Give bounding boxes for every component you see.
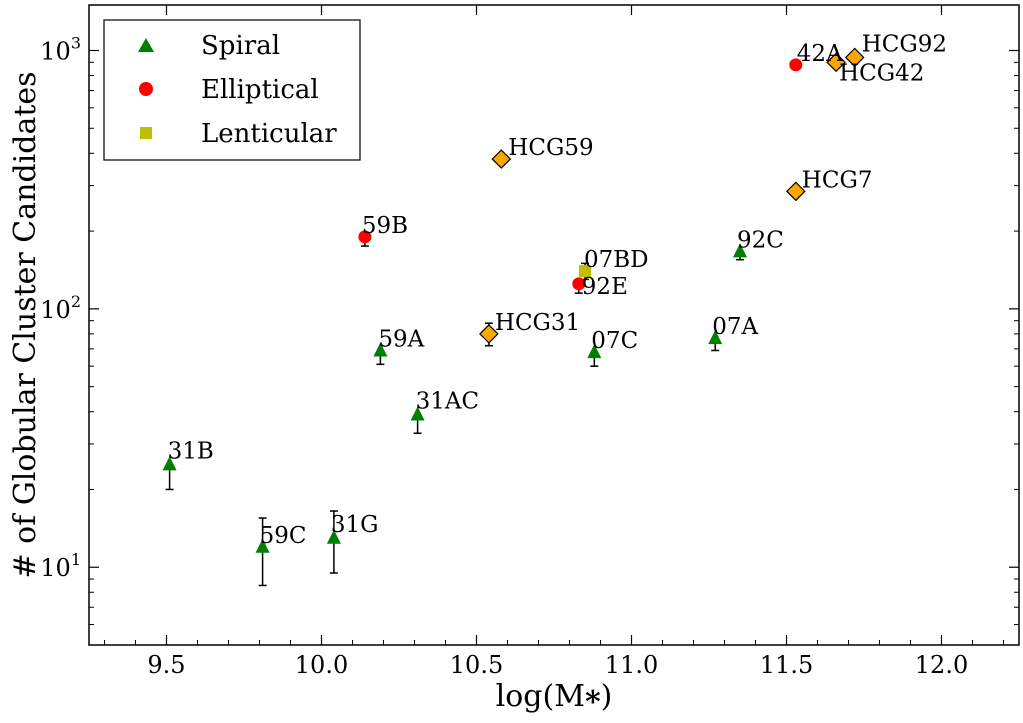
y-tick-label: 103 xyxy=(40,33,81,65)
x-axis-title: log(M*) xyxy=(496,679,613,720)
y-tick-label: 102 xyxy=(40,292,81,324)
plot-frame xyxy=(88,4,1020,646)
marker-07a xyxy=(708,330,723,345)
marker-07bd xyxy=(579,265,591,278)
point-label-hcg92: HCG92 xyxy=(862,31,947,57)
legend-label-lenticular: Lenticular xyxy=(201,119,337,149)
point-label-59a: 59A xyxy=(378,326,424,352)
x-axis-ticks: 9.5 10.0 10.5 11.0 11.5 12.0 xyxy=(104,5,1004,679)
x-tick-label: 11.0 xyxy=(605,651,658,679)
marker-hcg59 xyxy=(491,149,512,169)
legend-marker-spiral xyxy=(138,38,154,52)
marker-31ac xyxy=(410,406,425,421)
point-label-42a: 42A xyxy=(797,41,843,67)
marker-31g xyxy=(326,529,341,544)
point-label-07bd: 07BD xyxy=(584,247,649,273)
point-label-hcg7: HCG7 xyxy=(802,167,873,193)
point-label-31ac: 31AC xyxy=(416,389,479,415)
legend-marker-elliptical xyxy=(139,82,153,96)
y-axis-ticks: 101 102 103 xyxy=(40,33,1019,582)
marker-59c xyxy=(255,538,270,553)
legend-label-elliptical: Elliptical xyxy=(201,75,319,105)
marker-07c xyxy=(587,344,602,359)
point-label-31g: 31G xyxy=(331,512,379,538)
x-tick-label: 9.5 xyxy=(147,651,185,679)
point-label-31b: 31B xyxy=(168,438,214,464)
marker-42a xyxy=(789,58,803,72)
point-label-92c: 92C xyxy=(737,227,784,253)
point-label-59c: 59C xyxy=(260,523,307,549)
legend-marker-lenticular xyxy=(140,127,152,139)
point-label-92e: 92E xyxy=(582,274,628,300)
point-label-hcg59: HCG59 xyxy=(508,135,593,161)
x-tick-label: 10.5 xyxy=(450,651,503,679)
point-label-07a: 07A xyxy=(712,314,758,340)
marker-92e xyxy=(572,277,586,291)
legend: Spiral Elliptical Lenticular xyxy=(103,19,361,161)
marker-59a xyxy=(373,342,388,357)
legend-label-spiral: Spiral xyxy=(201,31,280,61)
point-label-hcg42: HCG42 xyxy=(839,60,924,86)
y-axis-title: # of Globular Cluster Candidates xyxy=(8,71,43,578)
point-label-59b: 59B xyxy=(362,213,408,239)
x-tick-label: 11.5 xyxy=(760,651,813,679)
marker-hcg92 xyxy=(844,47,865,68)
y-tick-label: 101 xyxy=(40,550,81,582)
marker-59b xyxy=(358,230,372,244)
point-label-07c: 07C xyxy=(591,328,638,354)
x-tick-label: 12.0 xyxy=(915,651,968,679)
data-markers xyxy=(162,47,865,553)
point-label-hcg31: HCG31 xyxy=(495,310,580,336)
marker-hcg42 xyxy=(826,52,846,73)
marker-31b xyxy=(162,456,177,471)
marker-hcg31 xyxy=(479,324,499,344)
x-tick-label: 10.0 xyxy=(295,651,348,679)
point-labels: 31B 59C 31G 59A 31AC 07C 07A 92C 59B 92E 42A 07BD HC… xyxy=(168,31,947,548)
marker-92c xyxy=(733,243,747,258)
marker-hcg7 xyxy=(785,181,806,202)
y-minor-ticks xyxy=(89,61,1019,646)
